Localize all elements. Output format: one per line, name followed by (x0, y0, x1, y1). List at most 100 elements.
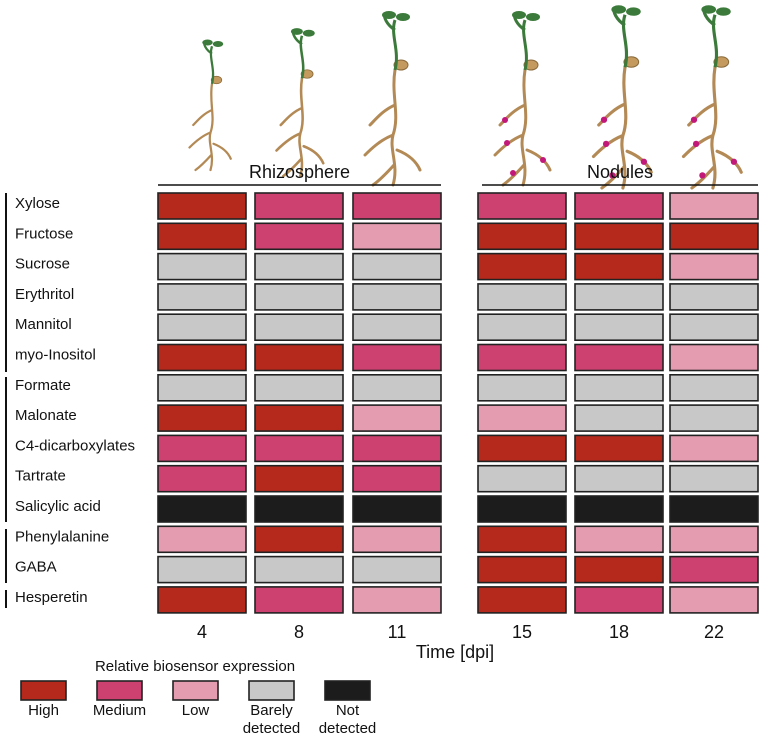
heat-cell (157, 343, 247, 372)
root (681, 65, 743, 190)
leaf (290, 28, 303, 35)
leaf (611, 5, 627, 14)
legend-label: Medium (93, 702, 146, 719)
legend-title: Relative biosensor expression (95, 658, 295, 675)
heat-cell (669, 283, 759, 311)
row-label: Tartrate (15, 468, 66, 485)
heat-cell (477, 222, 567, 251)
leaf (526, 13, 540, 21)
heat-cell (352, 525, 442, 554)
heat-cell (669, 495, 759, 523)
leaf (512, 11, 526, 19)
heat-cell (157, 495, 247, 523)
heat-cell (352, 252, 442, 281)
column-label: 18 (609, 622, 629, 642)
heat-cell (254, 192, 344, 220)
row-label: Salicylic acid (15, 498, 101, 515)
heat-cell (669, 222, 759, 251)
nodule (640, 158, 648, 165)
heat-cell (477, 555, 567, 584)
seedling (188, 39, 232, 172)
heat-cell (669, 525, 759, 554)
row-label: Fructose (15, 225, 73, 242)
column-label: 8 (294, 622, 304, 642)
heat-cell (352, 343, 442, 372)
heat-cell (352, 283, 442, 311)
heat-cell (669, 434, 759, 463)
leaf (382, 11, 396, 19)
heat-cell (157, 252, 247, 281)
stem (291, 29, 305, 79)
heat-cell (477, 192, 567, 220)
nodule (692, 140, 700, 148)
seedling (275, 28, 325, 178)
column-label: 15 (512, 622, 532, 642)
leaf (212, 41, 224, 47)
seedling (493, 11, 552, 187)
row-label: Malonate (15, 407, 77, 424)
group-title: Rhizosphere (249, 162, 350, 182)
heat-cell (157, 222, 247, 251)
seedling (681, 5, 743, 190)
heat-cell (669, 464, 759, 493)
stem (612, 6, 629, 68)
heat-cell (477, 313, 567, 342)
nodule (504, 140, 510, 146)
row-label: Sucrose (15, 256, 70, 273)
stem (513, 12, 528, 71)
row-label: myo-Inositol (15, 346, 96, 363)
leaf (396, 13, 410, 21)
heat-cell (574, 464, 664, 493)
heat-cell (157, 283, 247, 311)
leaf (302, 29, 315, 37)
seedling (591, 5, 653, 190)
heat-cell (352, 434, 442, 463)
heat-cell (352, 586, 442, 614)
heat-cell (574, 586, 664, 614)
heat-cell (574, 434, 664, 463)
heat-cell (254, 586, 344, 614)
heat-cell (477, 525, 567, 554)
nodule (600, 116, 608, 123)
heat-cell (477, 586, 567, 614)
heat-cell (254, 555, 344, 584)
plant-illustrations (188, 5, 743, 190)
heat-cell (254, 495, 344, 523)
heat-cell (669, 343, 759, 372)
heat-cell (157, 434, 247, 463)
nodule (730, 158, 738, 165)
row-label: C4-dicarboxylates (15, 437, 135, 454)
stem (383, 12, 398, 71)
root (363, 68, 422, 187)
heat-cell (574, 313, 664, 342)
row-label: Hesperetin (15, 589, 88, 606)
heat-cell (254, 373, 344, 402)
heat-cell (352, 192, 442, 220)
legend-label: Barely detected (243, 702, 301, 737)
heat-cell (574, 222, 664, 251)
legend-label: Not detected (319, 702, 377, 737)
heat-cell (669, 373, 759, 402)
heat-cell (574, 373, 664, 402)
heat-cell (669, 404, 759, 432)
legend-swatch (248, 680, 295, 701)
heat-cell (157, 313, 247, 342)
stem (702, 6, 719, 68)
heat-cell (477, 252, 567, 281)
heat-cell (669, 252, 759, 281)
row-label: Erythritol (15, 286, 74, 303)
heat-cell (157, 555, 247, 584)
legend-label: High (28, 702, 59, 719)
heat-cell (157, 586, 247, 614)
leaf (202, 39, 213, 46)
row-label: GABA (15, 559, 57, 576)
heat-cell (669, 313, 759, 342)
heat-cell (157, 192, 247, 220)
column-label: 11 (388, 622, 407, 642)
heat-cell (254, 404, 344, 432)
heat-cell (157, 525, 247, 554)
nodule (510, 170, 516, 176)
heat-cell (574, 495, 664, 523)
x-axis-label: Time [dpi] (416, 642, 494, 662)
